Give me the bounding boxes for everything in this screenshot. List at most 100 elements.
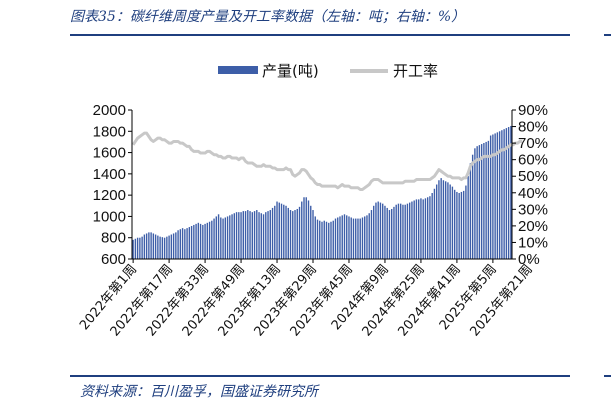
bar bbox=[249, 211, 251, 259]
bar bbox=[359, 218, 361, 259]
bar bbox=[350, 217, 352, 259]
bar bbox=[341, 215, 343, 259]
bar bbox=[294, 210, 296, 259]
bar bbox=[134, 238, 137, 259]
legend-swatch-production bbox=[218, 66, 258, 74]
bar bbox=[224, 217, 227, 259]
bar bbox=[400, 203, 402, 259]
left-tick-label: 1400 bbox=[93, 166, 126, 183]
bar bbox=[150, 232, 152, 259]
bar bbox=[240, 212, 242, 259]
bar bbox=[217, 214, 220, 259]
bar bbox=[393, 206, 395, 259]
bar bbox=[274, 205, 276, 259]
bar bbox=[181, 228, 184, 259]
right-tick-label: 50% bbox=[518, 168, 548, 185]
right-tick-label: 10% bbox=[518, 234, 548, 251]
bar bbox=[469, 163, 472, 259]
bar bbox=[184, 229, 186, 259]
source-note: 资料来源：百川盈孚，国盛证券研究所 bbox=[80, 384, 318, 400]
bar bbox=[449, 184, 451, 259]
bar bbox=[370, 210, 373, 259]
bar bbox=[145, 233, 148, 259]
bar bbox=[413, 200, 415, 259]
bar bbox=[258, 212, 260, 259]
bar bbox=[222, 218, 224, 259]
bar-series bbox=[132, 125, 512, 260]
bar bbox=[161, 237, 164, 259]
left-tick-label: 1000 bbox=[93, 208, 126, 225]
bar bbox=[334, 218, 337, 259]
bar bbox=[368, 213, 370, 259]
bar bbox=[375, 202, 377, 259]
bar bbox=[451, 186, 454, 259]
bar bbox=[157, 235, 159, 259]
x-axis-categories: 2022年第1周2022年第17周2022年第33周2022年第49周2023年… bbox=[77, 259, 536, 339]
bar bbox=[141, 236, 143, 259]
bar bbox=[166, 236, 168, 259]
utilization-line bbox=[131, 131, 523, 191]
bar bbox=[190, 226, 193, 259]
bar bbox=[409, 202, 411, 259]
bar bbox=[422, 199, 424, 259]
bar bbox=[402, 204, 404, 259]
bar bbox=[471, 154, 474, 259]
left-tick-label: 1800 bbox=[93, 123, 126, 140]
bar bbox=[343, 214, 346, 259]
bar bbox=[307, 200, 310, 259]
bar bbox=[197, 222, 200, 259]
bottom-rule-edge bbox=[604, 375, 611, 377]
right-tick-label: 70% bbox=[518, 135, 548, 152]
bar bbox=[510, 125, 512, 260]
bar bbox=[283, 204, 285, 259]
bar bbox=[406, 203, 409, 259]
bar bbox=[478, 145, 481, 259]
bar bbox=[310, 205, 312, 259]
bar bbox=[280, 203, 283, 259]
bar bbox=[474, 148, 476, 259]
bar bbox=[231, 214, 233, 259]
left-tick-label: 800 bbox=[101, 230, 126, 247]
bar bbox=[355, 218, 357, 259]
bar bbox=[420, 198, 422, 259]
bar bbox=[388, 210, 391, 259]
bar bbox=[438, 180, 440, 259]
bar bbox=[462, 190, 465, 259]
bar bbox=[312, 210, 314, 259]
right-tick-label: 20% bbox=[518, 218, 548, 235]
bar bbox=[476, 146, 478, 259]
bar bbox=[193, 224, 195, 259]
bar bbox=[278, 202, 280, 259]
bar bbox=[296, 208, 298, 259]
legend-label-utilization: 开工率 bbox=[393, 62, 438, 80]
bar bbox=[505, 128, 508, 259]
left-tick-label: 1200 bbox=[93, 187, 126, 204]
bar bbox=[235, 212, 238, 259]
top-rule-edge bbox=[604, 34, 611, 36]
bar bbox=[395, 204, 397, 259]
left-tick-label: 600 bbox=[101, 251, 126, 268]
bar bbox=[238, 212, 240, 259]
bar bbox=[325, 221, 328, 259]
bar bbox=[321, 221, 323, 259]
bar bbox=[460, 191, 463, 259]
bar bbox=[256, 210, 258, 259]
bar bbox=[159, 236, 161, 259]
bar bbox=[323, 220, 325, 259]
legend: 产量(吨) 开工率 bbox=[218, 62, 438, 80]
right-tick-label: 90% bbox=[518, 102, 548, 119]
bar bbox=[271, 207, 274, 259]
bar bbox=[285, 205, 287, 259]
right-tick-label: 40% bbox=[518, 185, 548, 202]
bar bbox=[440, 178, 442, 259]
bar bbox=[316, 219, 319, 259]
bar bbox=[496, 132, 499, 259]
bar bbox=[328, 222, 330, 259]
bar bbox=[386, 207, 388, 259]
bar bbox=[204, 223, 206, 259]
bar bbox=[215, 216, 218, 259]
bar bbox=[188, 227, 191, 259]
bar bbox=[357, 218, 359, 259]
bar bbox=[458, 193, 460, 259]
bar bbox=[444, 181, 447, 259]
